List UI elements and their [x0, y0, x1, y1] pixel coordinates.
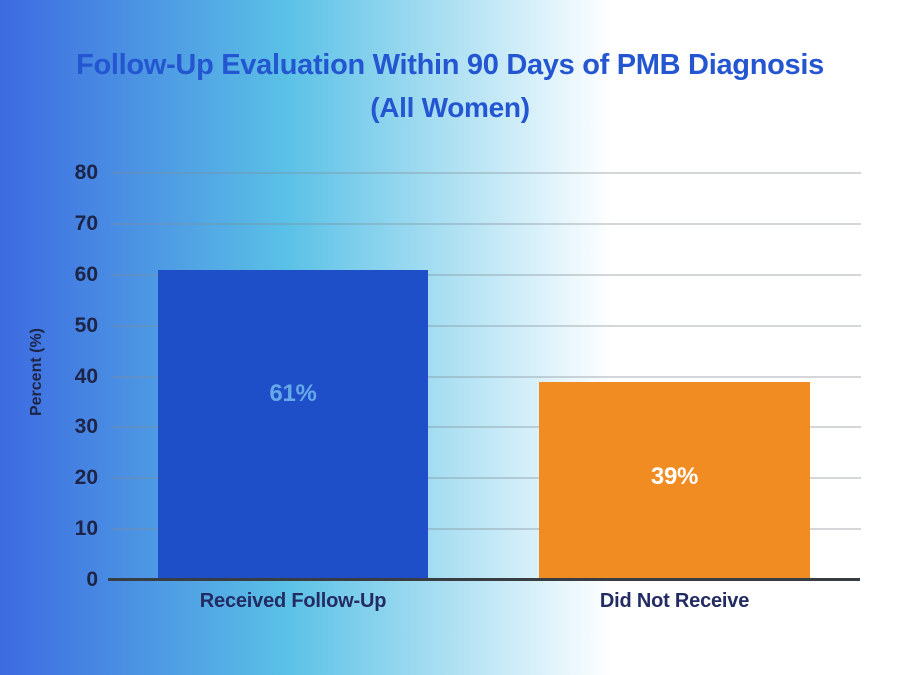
y-tick-20: 20 — [74, 466, 98, 490]
gridline-50 — [111, 324, 861, 327]
bar-did-not-receive: 39% — [539, 381, 810, 580]
y-tick-30: 30 — [74, 415, 98, 439]
y-tick-40: 40 — [74, 364, 98, 388]
chart-title: Follow-Up Evaluation Within 90 Days of P… — [76, 49, 824, 81]
gridline-80 — [111, 172, 861, 174]
gridline-20 — [111, 477, 861, 480]
y-tick-0: 0 — [86, 568, 98, 591]
y-axis-title: Percent (%) — [28, 327, 45, 417]
gridline-70 — [111, 222, 861, 225]
chart-subtitle: (All Women) — [370, 92, 530, 123]
bar-received-follow-up: 61% — [158, 269, 428, 580]
y-tick-70: 70 — [74, 211, 98, 235]
gridline-60 — [111, 273, 861, 276]
gridline-40 — [111, 375, 861, 378]
y-tick-80: 80 — [74, 161, 98, 184]
gridline-10 — [111, 528, 861, 531]
bar-value-label-received-follow-up: 61% — [269, 379, 317, 407]
bar-value-label-did-not-receive: 39% — [650, 462, 699, 490]
x-category-label-did-not-receive: Did Not Receive — [599, 590, 750, 612]
title-block: Follow-Up Evaluation Within 90 Days of P… — [0, 48, 900, 124]
y-tick-50: 50 — [74, 313, 98, 337]
x-category-label-received-follow-up: Received Follow-Up — [199, 590, 387, 612]
y-tick-60: 60 — [74, 262, 98, 286]
y-tick-10: 10 — [74, 517, 98, 541]
gridline-30 — [111, 426, 861, 429]
x-axis-line — [108, 578, 860, 581]
plot-area: 0 10 20 30 40 50 60 70 80 61% 39% Received Follow… — [75, 161, 861, 612]
